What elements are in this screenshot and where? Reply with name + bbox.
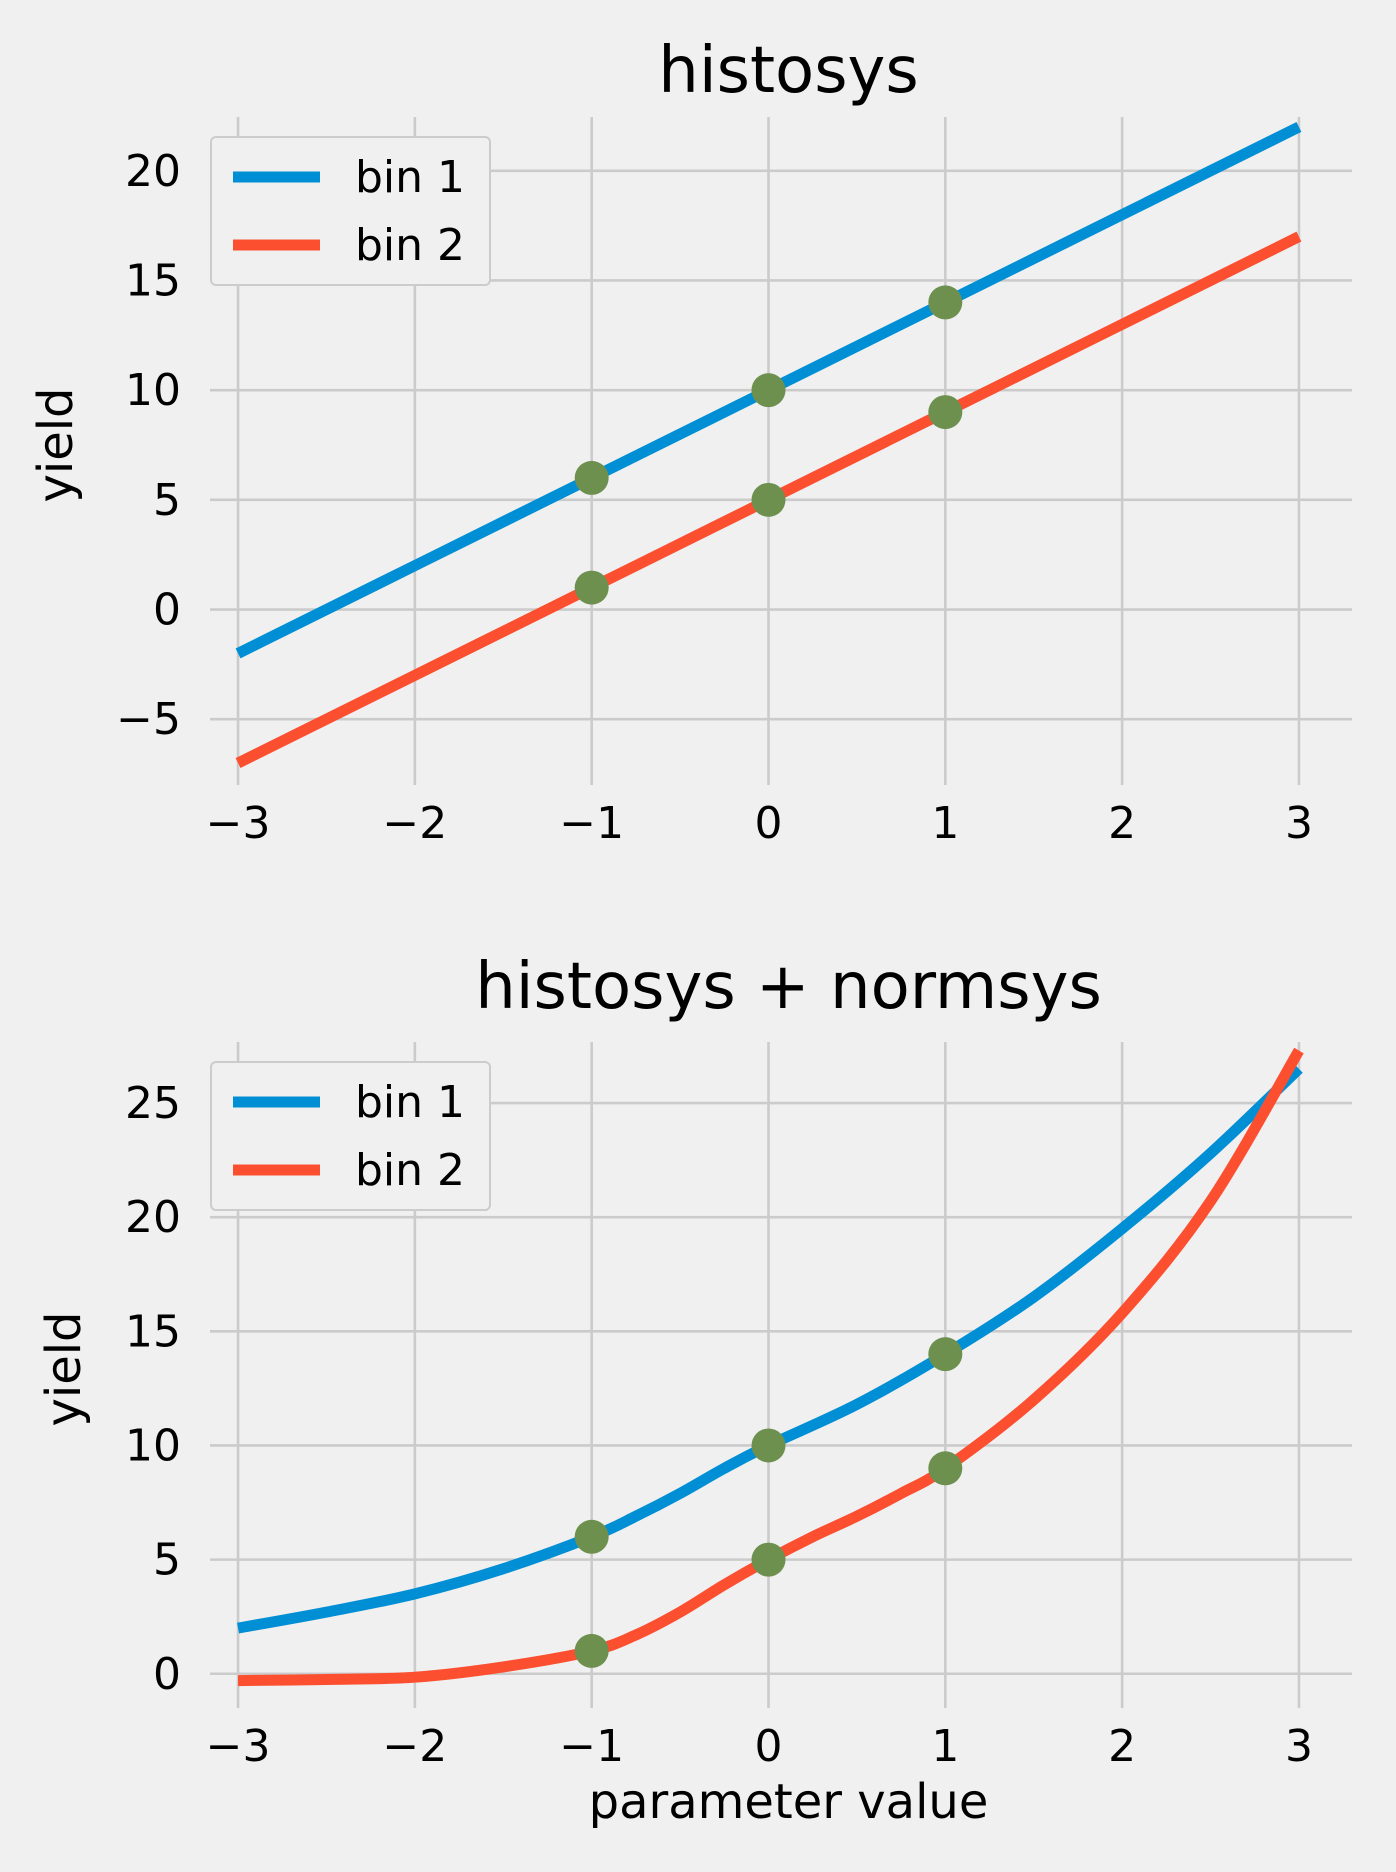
data-point-marker bbox=[574, 570, 609, 605]
data-point-marker bbox=[574, 1519, 609, 1554]
y-tick-label: 15 bbox=[125, 1306, 181, 1357]
legend: bin 1 bin 2 bbox=[210, 136, 491, 286]
y-tick-label: 5 bbox=[153, 475, 181, 526]
x-tick-label: 1 bbox=[931, 1721, 959, 1772]
y-tick-label: 5 bbox=[153, 1535, 181, 1586]
x-axis-label: parameter value bbox=[589, 1774, 989, 1830]
legend-label-bin-1: bin 1 bbox=[355, 1077, 465, 1128]
x-tick-label: −2 bbox=[382, 1721, 447, 1772]
data-point-marker bbox=[751, 482, 786, 517]
chart-title: histosys + normsys bbox=[475, 950, 1102, 1024]
legend-label-bin-1: bin 1 bbox=[355, 152, 465, 203]
y-tick-label: 0 bbox=[153, 585, 181, 636]
y-tick-label: 10 bbox=[125, 1420, 181, 1471]
chart-title: histosys bbox=[658, 34, 919, 108]
y-tick-label: 0 bbox=[153, 1649, 181, 1700]
data-point-marker bbox=[751, 1428, 786, 1463]
x-tick-label: 2 bbox=[1108, 1721, 1136, 1772]
y-tick-label: 10 bbox=[125, 365, 181, 416]
x-tick-label: −1 bbox=[559, 1721, 624, 1772]
data-point-marker bbox=[928, 285, 963, 320]
y-axis-label: yield bbox=[36, 1311, 92, 1426]
legend-label-bin-2: bin 2 bbox=[355, 220, 465, 271]
x-tick-label: 3 bbox=[1285, 1721, 1313, 1772]
x-tick-label: 1 bbox=[931, 798, 959, 849]
y-tick-label: 20 bbox=[125, 1192, 181, 1243]
x-tick-label: −2 bbox=[382, 798, 447, 849]
y-tick-label: −5 bbox=[116, 694, 181, 745]
data-point-marker bbox=[574, 1633, 609, 1668]
legend-label-bin-2: bin 2 bbox=[355, 1145, 465, 1196]
x-tick-label: 0 bbox=[755, 1721, 783, 1772]
x-tick-label: −1 bbox=[559, 798, 624, 849]
x-tick-label: 0 bbox=[755, 798, 783, 849]
y-axis-label: yield bbox=[28, 387, 84, 502]
x-tick-label: 3 bbox=[1285, 798, 1313, 849]
x-tick-label: 2 bbox=[1108, 798, 1136, 849]
series-line-bin-2 bbox=[237, 1047, 1304, 1687]
bottom-subplot: −3 −2 −1 0 1 2 3 0 5 10 15 20 25 histosys + normsys yi… bbox=[36, 950, 1352, 1830]
y-tick-label: 25 bbox=[125, 1078, 181, 1129]
data-point-marker bbox=[928, 1337, 963, 1372]
data-point-marker bbox=[928, 395, 963, 430]
x-tick-label: −3 bbox=[206, 798, 271, 849]
series-line-bin-1 bbox=[237, 1064, 1303, 1634]
data-point-marker bbox=[928, 1451, 963, 1486]
x-tick-label: −3 bbox=[206, 1721, 271, 1772]
y-tick-label: 15 bbox=[125, 255, 181, 306]
data-point-marker bbox=[751, 373, 786, 408]
data-point-marker bbox=[751, 1542, 786, 1577]
legend: bin 1 bin 2 bbox=[210, 1061, 491, 1211]
y-tick-label: 20 bbox=[125, 146, 181, 197]
data-point-marker bbox=[574, 460, 609, 495]
